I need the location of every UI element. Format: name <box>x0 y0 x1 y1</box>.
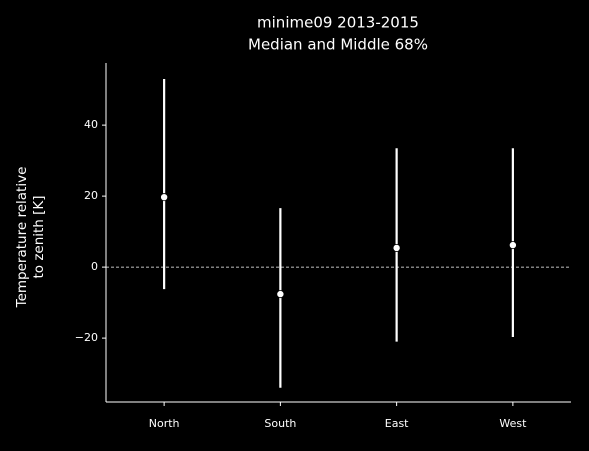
chart-title: minime09 2013-2015 <box>257 14 419 32</box>
y-label-line: Temperature relative <box>14 167 30 309</box>
y-tick-label: −20 <box>75 331 98 344</box>
median-marker <box>508 241 517 250</box>
chart-subtitle: Median and Middle 68% <box>248 36 428 54</box>
x-tick-label: East <box>385 417 409 430</box>
x-tick-label: West <box>499 417 527 430</box>
y-tick-label: 0 <box>91 260 98 273</box>
median-marker <box>392 243 401 252</box>
x-tick-label: South <box>264 417 296 430</box>
y-label: Temperature relative to zenith [K] <box>14 167 47 309</box>
x-tick-label: North <box>149 417 180 430</box>
median-marker <box>160 193 169 202</box>
y-label-line: to zenith [K] <box>31 195 47 278</box>
median-marker <box>276 290 285 299</box>
y-tick-label: 40 <box>84 118 98 131</box>
y-tick-label: 20 <box>84 189 98 202</box>
